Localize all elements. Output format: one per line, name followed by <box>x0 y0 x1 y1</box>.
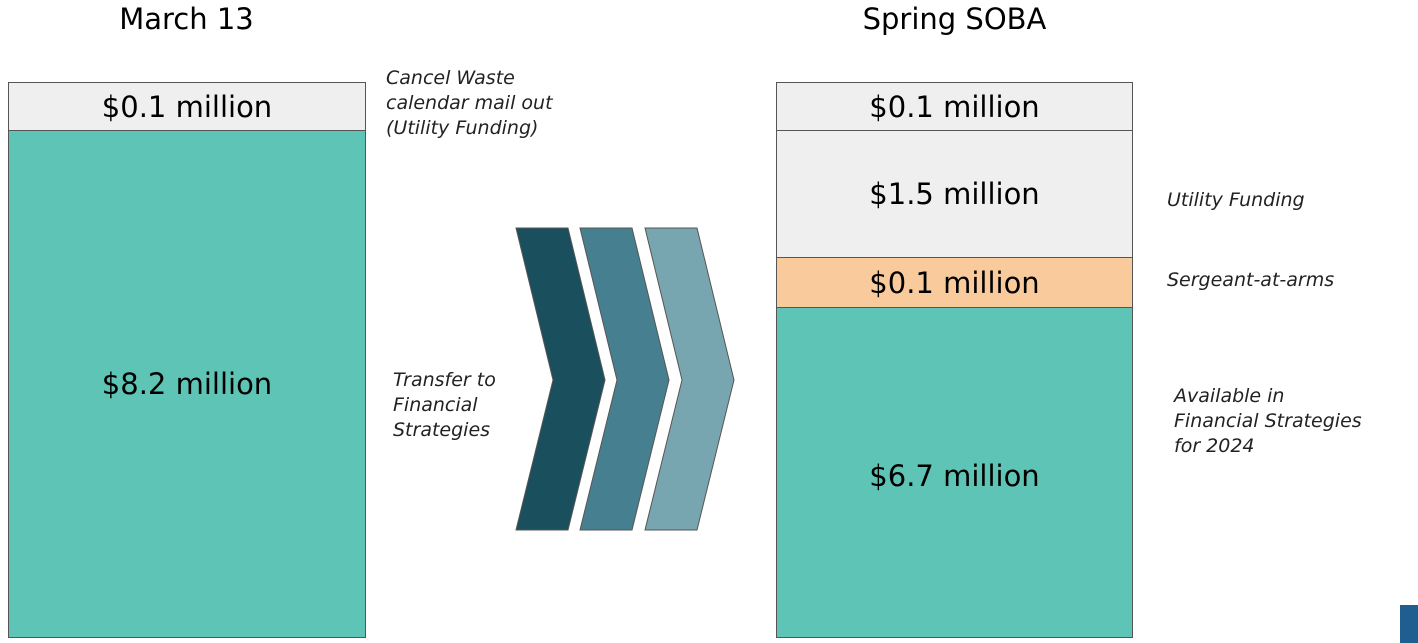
note: Sergeant-at-arms <box>1167 268 1334 293</box>
note: Transfer to Financial Strategies <box>393 368 496 443</box>
block: $0.1 million <box>8 82 366 131</box>
note-line: (Utility Funding) <box>386 117 539 139</box>
logo-mark <box>1400 605 1418 643</box>
block: $0.1 million <box>776 257 1133 308</box>
note-line: Sergeant-at-arms <box>1167 269 1335 291</box>
note-line: Cancel Waste <box>386 67 515 89</box>
block: $1.5 million <box>776 130 1133 258</box>
chevron <box>515 227 606 531</box>
note: Utility Funding <box>1167 188 1305 213</box>
note-line: Financial <box>393 394 478 416</box>
chevron <box>579 227 670 531</box>
note-line: Financial Strategies <box>1174 410 1362 432</box>
note-line: Utility Funding <box>1167 189 1305 211</box>
block: $8.2 million <box>8 130 366 638</box>
note-line: for 2024 <box>1174 435 1255 457</box>
block: $6.7 million <box>776 307 1133 638</box>
block: $0.1 million <box>776 82 1133 131</box>
note-line: Strategies <box>393 419 491 441</box>
note-line: Transfer to <box>393 369 496 391</box>
right-title: Spring SOBA <box>862 2 1047 36</box>
chevron <box>644 227 735 531</box>
note-line: calendar mail out <box>386 92 553 114</box>
note: Available in Financial Strategies for 2024 <box>1174 384 1362 459</box>
note: Cancel Waste calendar mail out (Utility Fu… <box>386 66 553 141</box>
left-title: March 13 <box>119 2 254 36</box>
note-line: Available in <box>1174 385 1285 407</box>
